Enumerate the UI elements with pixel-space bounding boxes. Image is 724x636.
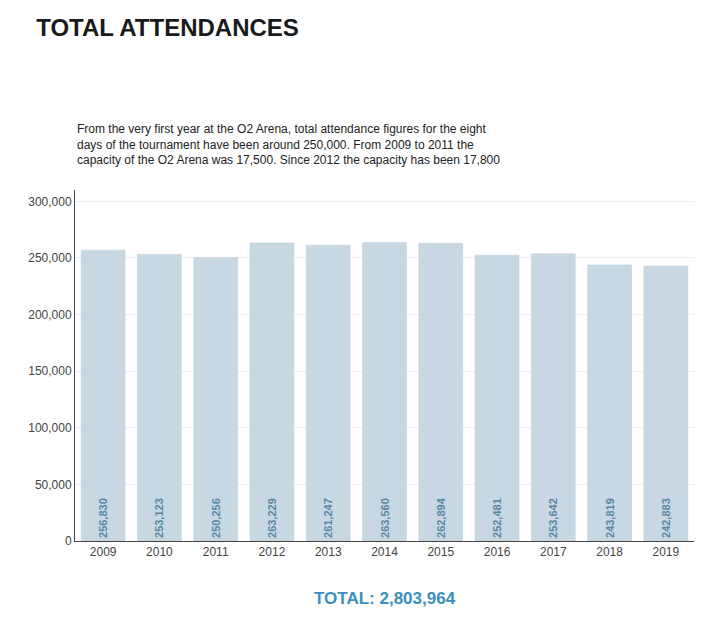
svg-text:50,000: 50,000 — [35, 478, 72, 492]
svg-text:2011: 2011 — [203, 545, 229, 559]
svg-text:261,247: 261,247 — [322, 498, 334, 538]
svg-text:2015: 2015 — [427, 545, 454, 559]
svg-text:2016: 2016 — [484, 545, 511, 559]
svg-text:263,229: 263,229 — [266, 498, 278, 538]
svg-text:250,256: 250,256 — [210, 498, 222, 538]
svg-text:250,000: 250,000 — [28, 251, 72, 265]
svg-text:256,830: 256,830 — [97, 498, 109, 538]
svg-text:TOTAL ATTENDANCES: TOTAL ATTENDANCES — [36, 14, 299, 41]
svg-text:0: 0 — [65, 534, 72, 548]
svg-text:TOTAL: 2,803,964: TOTAL: 2,803,964 — [314, 589, 456, 608]
svg-text:2009: 2009 — [90, 545, 117, 559]
svg-text:200,000: 200,000 — [28, 308, 72, 322]
svg-text:150,000: 150,000 — [28, 364, 72, 378]
svg-text:253,642: 253,642 — [547, 498, 559, 538]
svg-text:2012: 2012 — [259, 545, 286, 559]
svg-text:262,894: 262,894 — [435, 497, 447, 538]
svg-text:100,000: 100,000 — [28, 421, 72, 435]
svg-text:263,560: 263,560 — [379, 498, 391, 538]
svg-text:242,883: 242,883 — [660, 498, 672, 538]
svg-text:2017: 2017 — [540, 545, 567, 559]
svg-text:243,819: 243,819 — [604, 498, 616, 538]
svg-text:2019: 2019 — [653, 545, 680, 559]
svg-text:2010: 2010 — [146, 545, 173, 559]
svg-text:2013: 2013 — [315, 545, 342, 559]
svg-text:300,000: 300,000 — [28, 195, 72, 209]
svg-text:2018: 2018 — [596, 545, 623, 559]
svg-text:2014: 2014 — [371, 545, 398, 559]
svg-text:From the very first year at th: From the very first year at the O2 Arena… — [77, 122, 500, 167]
svg-text:253,123: 253,123 — [153, 498, 165, 538]
svg-text:252,481: 252,481 — [491, 498, 503, 538]
